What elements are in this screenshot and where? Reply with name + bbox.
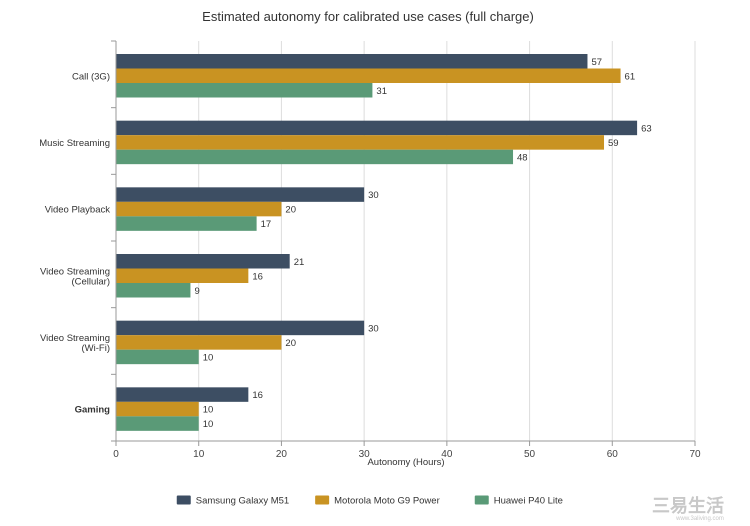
bar [116,254,290,269]
data-label: 20 [285,205,296,216]
bar [116,201,282,217]
grid [198,41,696,441]
watermark-logo: 三易生活 [652,495,724,516]
x-tick-label: 70 [689,449,701,460]
data-label: 21 [294,257,305,268]
data-label: 48 [517,152,528,163]
legend: Samsung Galaxy M51 Motorola Moto G9 Power… [176,495,563,507]
bar [116,216,257,231]
legend-label: Motorola Moto G9 Power [334,496,440,507]
category-label-line: (Cellular) [71,276,110,287]
bar [116,416,199,431]
bar [116,149,514,165]
category-label-line: Gaming [75,405,111,416]
data-label: 31 [376,86,387,97]
x-tick-label: 10 [193,449,205,460]
category-label: Video Streaming (Wi-Fi) [40,333,110,354]
category-label-line: Music Streaming [39,138,110,149]
data-label: 17 [261,219,272,230]
category-label-line: Video Streaming [40,333,110,344]
bar [116,349,199,365]
bar [116,68,621,83]
data-label: 16 [252,271,263,282]
bar [116,135,605,150]
bar [116,387,249,402]
x-tick-label: 0 [113,449,119,460]
bar [116,54,588,69]
legend-swatch [315,495,330,505]
data-label: 63 [641,123,652,134]
category-label: Video Playback [45,205,111,216]
data-label: 30 [368,190,379,201]
data-label: 16 [252,390,263,401]
legend-label: Huawei P40 Lite [494,496,563,507]
data-label: 10 [203,352,214,363]
watermark: 三易生活 www.3aliving.com [652,495,724,522]
legend-label: Samsung Galaxy M51 [196,496,289,507]
bar [116,401,199,417]
x-axis-title: Autonomy (Hours) [367,457,444,468]
data-label: 9 [194,286,199,297]
data-label: 20 [285,338,296,349]
bar [116,283,191,298]
data-label: 10 [203,419,214,430]
category-label-line: Video Streaming [40,266,110,277]
legend-swatch [176,495,191,505]
data-label: 30 [368,323,379,334]
category-label: Gaming [75,405,111,416]
x-axis: 0 10 20 30 40 50 60 70 [113,440,701,460]
data-label: 10 [203,405,214,416]
bar [116,83,373,98]
data-label: 57 [591,57,602,68]
bar [116,320,365,336]
category-label: Call (3G) [72,71,110,82]
category-label: Video Streaming (Cellular) [40,266,110,287]
watermark-url: www.3aliving.com [675,516,724,522]
x-tick-label: 20 [276,449,288,460]
bar [116,120,638,136]
chart-title: Estimated autonomy for calibrated use ca… [202,9,534,24]
x-tick-label: 50 [524,449,536,460]
x-tick-label: 60 [607,449,619,460]
bar [116,187,365,202]
category-label-line: Call (3G) [72,71,110,82]
x-tick-label: 40 [441,449,453,460]
y-axis: Call (3G) Music Streaming Video Playback Vi… [39,40,117,442]
bar [116,268,249,283]
category-label: Music Streaming [39,138,110,149]
data-label: 61 [625,71,636,82]
legend-swatch [474,495,489,505]
category-label-line: Video Playback [45,205,111,216]
bars: 57 61 31 63 59 48 30 20 17 21 16 9 30 20 10 16 10 10 [116,54,652,431]
category-label-line: (Wi-Fi) [82,343,110,354]
data-label: 59 [608,138,619,149]
bar [116,335,282,350]
x-tick-label: 30 [359,449,371,460]
